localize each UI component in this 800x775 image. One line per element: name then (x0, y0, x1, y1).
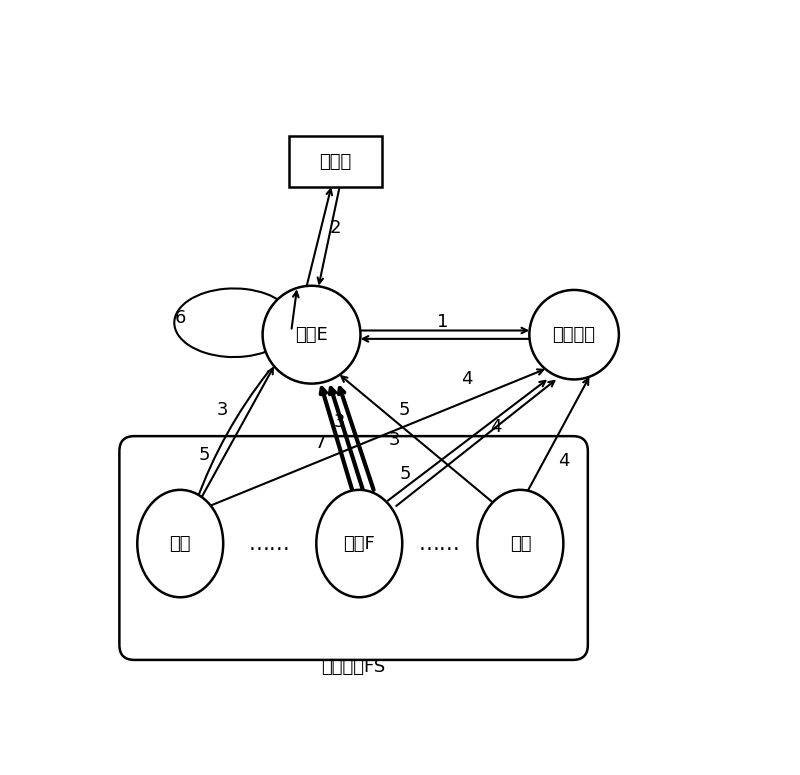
Text: 节点集合FS: 节点集合FS (322, 658, 386, 676)
Text: 6: 6 (174, 309, 186, 327)
Text: 5: 5 (398, 401, 410, 419)
Text: ……: …… (419, 533, 461, 553)
Text: ……: …… (249, 533, 290, 553)
Ellipse shape (138, 490, 223, 598)
Text: 4: 4 (490, 418, 501, 436)
Text: 5: 5 (198, 446, 210, 464)
Text: 5: 5 (399, 465, 411, 483)
Ellipse shape (478, 490, 563, 598)
Text: 4: 4 (558, 452, 569, 470)
Text: 节点F: 节点F (343, 535, 375, 553)
Text: 2: 2 (330, 219, 341, 237)
Text: 节点E: 节点E (295, 326, 328, 343)
Text: 3: 3 (389, 432, 400, 449)
Circle shape (530, 290, 619, 380)
Text: 邻居集: 邻居集 (319, 153, 351, 170)
Text: 1: 1 (437, 312, 449, 331)
Text: 节点: 节点 (170, 535, 191, 553)
Text: 节点: 节点 (510, 535, 531, 553)
Ellipse shape (316, 490, 402, 598)
Text: 3: 3 (216, 401, 228, 419)
Text: 4: 4 (461, 370, 473, 388)
Text: 3: 3 (334, 413, 346, 432)
FancyBboxPatch shape (289, 136, 382, 187)
Text: 目标节点: 目标节点 (553, 326, 596, 343)
Circle shape (262, 286, 361, 384)
Text: 7: 7 (314, 434, 326, 453)
FancyBboxPatch shape (119, 436, 588, 660)
